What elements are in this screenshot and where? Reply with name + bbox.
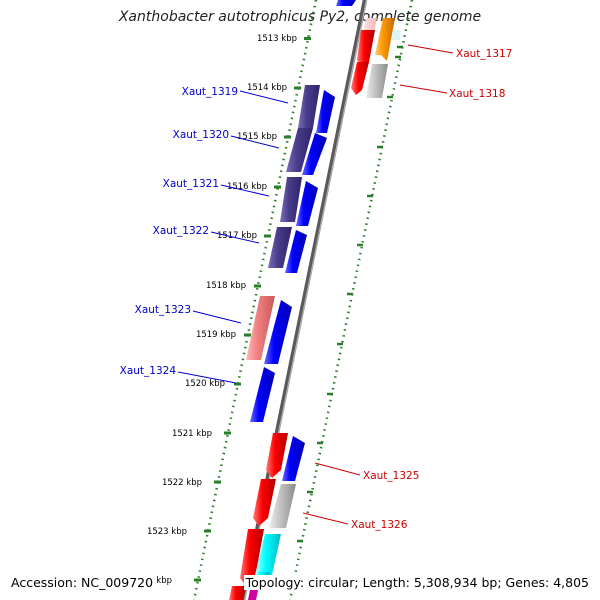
gene-Xaut_1324 — [250, 367, 275, 422]
gene-red-arrow — [351, 62, 369, 95]
gene-Xaut_1321-navy — [280, 177, 302, 222]
ruler-label: 1520 kbp — [185, 379, 225, 389]
ruler-line — [192, 0, 318, 600]
gene-label-xaut-1324[interactable]: Xaut_1324 — [120, 365, 177, 377]
gene-label-xaut-1317[interactable]: Xaut_1317 — [456, 48, 512, 60]
gene-Xaut_1326 — [269, 484, 296, 528]
leader-line — [220, 184, 270, 197]
leader-line — [239, 90, 289, 104]
gene-blue-arrow — [302, 133, 327, 175]
ruler-label: 1513 kbp — [257, 34, 297, 44]
ruler-label: 1523 kbp — [147, 527, 187, 537]
gene-red-arrow — [253, 479, 276, 526]
gene-label-xaut-1326[interactable]: Xaut_1326 — [351, 519, 408, 531]
leader-line — [210, 231, 260, 244]
topology-text: Topology: circular; Length: 5,308,934 bp… — [243, 575, 591, 590]
ruler-label: 1518 kbp — [206, 281, 246, 291]
gene-Xaut_1320-navy — [286, 128, 313, 172]
leader-line — [192, 310, 242, 324]
gene-Xaut_1319 — [298, 85, 320, 128]
gene-Xaut_1322-navy — [268, 227, 292, 268]
gene-Xaut_1317 — [375, 18, 395, 61]
accession-text: Accession: NC_009720 — [9, 575, 156, 590]
gene-cyan — [255, 534, 281, 575]
leader-line — [177, 371, 237, 384]
gene-label-xaut-1319[interactable]: Xaut_1319 — [182, 86, 238, 98]
gene-Xaut_1325 — [282, 436, 305, 481]
gene-blue-partial — [336, 0, 356, 6]
ruler-label: 1516 kbp — [227, 182, 267, 192]
gene-label-xaut-1320[interactable]: Xaut_1320 — [173, 129, 229, 141]
gene-blue-arrow — [296, 181, 318, 226]
gene-blue-arrow — [264, 300, 292, 364]
gene-label-xaut-1323[interactable]: Xaut_1323 — [135, 304, 191, 316]
gene-label-xaut-1325[interactable]: Xaut_1325 — [363, 470, 419, 482]
ruler-label: 1517 kbp — [217, 231, 257, 241]
leader-line — [314, 462, 361, 476]
outer-ticks — [297, 45, 403, 543]
gene-red-arrow — [357, 30, 375, 67]
gene-pale-cyan — [392, 30, 401, 40]
gene-Xaut_1318 — [366, 64, 388, 98]
ruler-label: 1515 kbp — [237, 132, 277, 142]
ruler-label: 1521 kbp — [172, 429, 212, 439]
gene-label-xaut-1321[interactable]: Xaut_1321 — [163, 178, 219, 190]
gene-red-partial — [229, 586, 246, 600]
leader-line — [230, 135, 280, 149]
ruler-label: 1514 kbp — [247, 83, 287, 93]
gene-Xaut_1323 — [246, 296, 275, 360]
outer-dotted-line — [288, 0, 414, 600]
leader-line — [399, 84, 448, 94]
gene-label-xaut-1322[interactable]: Xaut_1322 — [153, 225, 209, 237]
gene-red-arrow — [240, 529, 264, 586]
leader-line — [407, 44, 454, 54]
ruler-label: 1522 kbp — [162, 478, 202, 488]
gene-blue-arrow — [316, 90, 335, 133]
gene-blue-arrow — [285, 230, 307, 273]
ruler-label: 4 kbp — [148, 576, 172, 586]
gene-red-arrow — [266, 433, 288, 478]
gene-label-xaut-1318[interactable]: Xaut_1318 — [449, 88, 505, 100]
ruler-ticks — [194, 37, 311, 582]
leader-line — [302, 512, 349, 525]
gene-magenta-partial — [248, 590, 258, 600]
ruler-label: 1519 kbp — [196, 330, 236, 340]
